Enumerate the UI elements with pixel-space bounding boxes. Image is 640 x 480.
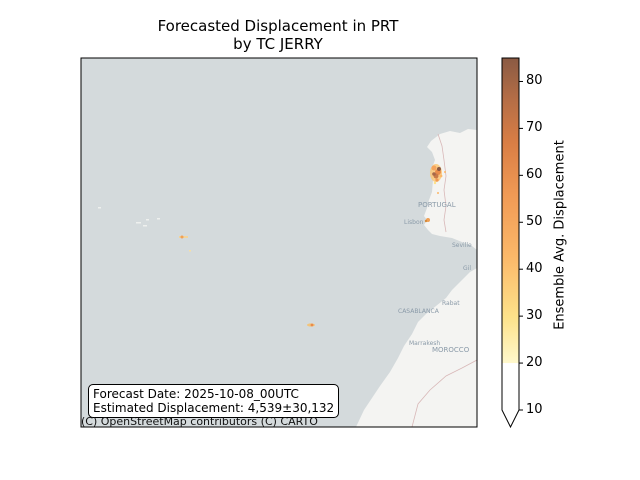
azores-island [157,218,160,220]
map-area: PORTUGAL Lisbon Seville Gil Rabat CASABL… [81,58,477,427]
colorbar-below-range [502,363,519,410]
label-gibraltar: Gil [463,265,471,272]
colorbar-tick-label: 60 [526,167,543,183]
label-portugal: PORTUGAL [418,201,456,209]
label-lisbon: Lisbon [404,219,424,226]
displacement-point [180,235,184,239]
forecast-info-box: Forecast Date: 2025-10-08_00UTC Estimate… [88,384,340,418]
colorbar-outline [501,57,520,429]
forecast-date-text: Forecast Date: 2025-10-08_00UTC [93,387,299,401]
map-attribution: (C) OpenStreetMap contributors (C) CARTO [81,415,318,428]
displacement-cluster-lisbon [424,218,430,223]
azores-island [143,225,147,227]
label-seville: Seville [452,242,472,249]
colorbar-tick-label: 70 [526,120,543,136]
portugal-border [437,133,447,233]
displacement-cluster [430,164,446,194]
label-marrakesh: Marrakesh [409,340,440,347]
azores-island [98,207,101,209]
morocco-border [411,359,477,427]
colorbar-tick-label: 80 [526,73,543,89]
label-casablanca: CASABLANCA [398,308,440,315]
colorbar-label: Ensemble Avg. Displacement [552,140,568,330]
map-title-line-2: by TC JERRY [233,35,323,53]
estimated-displacement-text: Estimated Displacement: 4,539±30,132 [93,401,335,415]
colorbar-tick-label: 10 [526,402,543,417]
label-morocco: MOROCCO [432,346,470,354]
azores-island [189,250,191,252]
azores-island [136,222,141,224]
africa-land [356,268,477,427]
azores-island [146,219,149,221]
colorbar [501,57,523,429]
colorbar-tick-label: 30 [526,308,543,324]
colorbar-gradient [502,58,519,364]
displacement-point [310,323,314,327]
colorbar-tick-label: 40 [526,261,543,277]
colorbar-tick-label: 50 [526,214,543,230]
colorbar-tick-label: 20 [526,355,543,371]
label-rabat: Rabat [442,300,460,307]
map-frame [80,57,478,428]
map-title-line-1: Forecasted Displacement in PRT [157,17,399,35]
iberia-land [424,129,477,250]
